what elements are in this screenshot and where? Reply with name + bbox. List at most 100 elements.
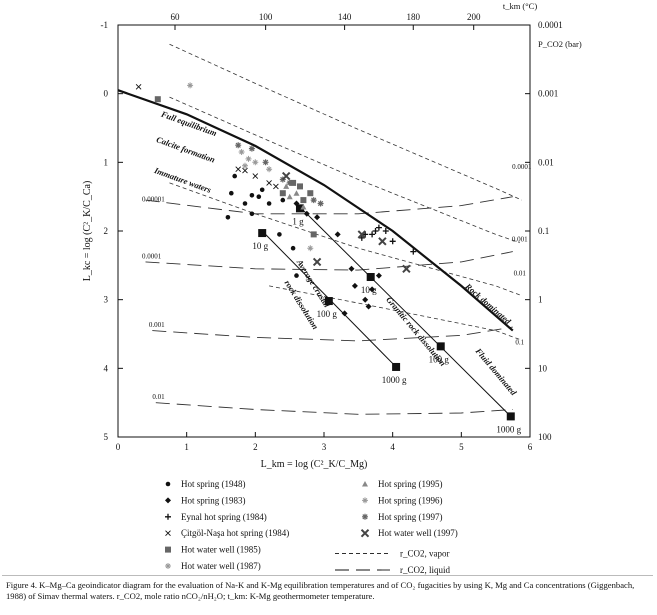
data-point-shape bbox=[365, 303, 372, 310]
data-point bbox=[229, 190, 234, 196]
legend-marker-shape bbox=[362, 513, 368, 520]
data-point bbox=[281, 171, 291, 181]
data-point-shape bbox=[256, 194, 262, 199]
legend-marker-shape bbox=[165, 546, 171, 553]
x-axis-title: L_km = log (C²_K/C_Mg) bbox=[261, 459, 368, 470]
data-point-shape bbox=[232, 173, 237, 179]
data-point bbox=[266, 180, 272, 186]
legend-marker-shape bbox=[165, 563, 171, 569]
vapor-line-label: 0.0001 bbox=[512, 163, 532, 171]
dissolution-marker-label: 1000 g bbox=[496, 424, 521, 434]
legend-marker bbox=[165, 497, 171, 504]
data-point bbox=[256, 194, 262, 199]
y-tick-label: 5 bbox=[104, 432, 109, 442]
data-point bbox=[242, 201, 248, 206]
data-point-shape bbox=[351, 282, 358, 289]
liquid-line-label: 0.01 bbox=[152, 393, 165, 401]
data-point-shape bbox=[249, 211, 255, 217]
data-point bbox=[334, 231, 341, 238]
data-point-shape bbox=[286, 179, 293, 186]
legend-marker bbox=[165, 563, 171, 569]
y-tick-label: 2 bbox=[104, 226, 109, 236]
y-tick-label: 3 bbox=[104, 295, 109, 305]
data-point bbox=[348, 265, 355, 272]
curve-label: Fluid dominated bbox=[473, 345, 519, 397]
right-tick-label: 10 bbox=[538, 363, 548, 373]
data-point-shape bbox=[248, 145, 255, 152]
dissolution-marker bbox=[324, 297, 333, 306]
data-point bbox=[135, 83, 142, 90]
dissolution-marker bbox=[436, 342, 445, 351]
liquid-line bbox=[145, 196, 513, 215]
data-point bbox=[410, 248, 417, 255]
curve-label: Rock dominated bbox=[463, 281, 514, 327]
data-point-shape bbox=[310, 231, 317, 238]
data-point bbox=[286, 179, 293, 186]
data-point bbox=[372, 228, 379, 234]
data-point-shape bbox=[280, 197, 286, 203]
data-point-shape bbox=[307, 190, 314, 197]
data-point bbox=[249, 193, 255, 198]
data-point-shape bbox=[293, 200, 300, 207]
dissolution-marker-label: 10 g bbox=[361, 285, 377, 295]
data-point-shape bbox=[314, 214, 321, 221]
data-point-shape bbox=[358, 234, 365, 241]
data-point-shape bbox=[225, 215, 231, 220]
data-point-shape bbox=[290, 179, 297, 186]
dissolution-marker bbox=[366, 273, 375, 282]
data-point-shape bbox=[235, 166, 242, 173]
data-point bbox=[293, 190, 300, 196]
legend-marker bbox=[362, 497, 368, 504]
data-point-shape bbox=[375, 224, 382, 231]
legend-label: Hot spring (1997) bbox=[378, 512, 443, 522]
y-tick-label: 1 bbox=[104, 157, 109, 167]
data-point bbox=[297, 183, 303, 190]
data-point-shape bbox=[229, 190, 234, 196]
data-point bbox=[252, 159, 259, 166]
data-point-shape bbox=[357, 230, 367, 239]
curve-label: Calcite formation bbox=[155, 134, 217, 165]
vapor-line-label: 0.01 bbox=[514, 270, 527, 278]
data-point bbox=[279, 190, 286, 197]
y-tick-label: 4 bbox=[104, 363, 109, 373]
right-tick-label: 0.0001 bbox=[538, 20, 563, 30]
dissolution-marker bbox=[506, 412, 515, 421]
vapor-line bbox=[169, 182, 520, 296]
data-point bbox=[242, 167, 248, 174]
legend-marker bbox=[360, 528, 370, 538]
data-point bbox=[293, 200, 300, 207]
data-point bbox=[362, 296, 369, 303]
liquid-line bbox=[145, 251, 513, 271]
data-point bbox=[310, 231, 317, 238]
data-point bbox=[351, 282, 358, 289]
data-point-shape bbox=[252, 173, 259, 179]
data-point bbox=[245, 155, 252, 162]
legend-marker-shape bbox=[165, 481, 171, 487]
data-point bbox=[300, 204, 307, 210]
curve-label: Immature waters bbox=[152, 165, 213, 195]
right-tick-label: 0.01 bbox=[538, 157, 554, 167]
caption-frame bbox=[2, 575, 653, 614]
data-point-shape bbox=[281, 171, 291, 181]
legend-marker-shape bbox=[362, 497, 368, 504]
data-point bbox=[307, 190, 314, 197]
liquid-line bbox=[152, 326, 513, 342]
data-point bbox=[303, 210, 310, 217]
data-point-shape bbox=[266, 166, 273, 173]
legend-marker bbox=[362, 481, 368, 487]
data-point bbox=[273, 183, 279, 190]
data-point-shape bbox=[277, 232, 282, 237]
data-point-shape bbox=[293, 190, 300, 196]
liquid-line-label: 0.00001 bbox=[142, 195, 165, 203]
data-point bbox=[283, 183, 290, 189]
legend-marker-shape bbox=[165, 530, 171, 537]
data-point-shape bbox=[266, 201, 272, 206]
data-point bbox=[312, 257, 322, 267]
right-tick-label: 100 bbox=[538, 432, 552, 442]
legend-marker bbox=[165, 530, 171, 537]
data-point-shape bbox=[273, 183, 279, 190]
data-point-shape bbox=[402, 264, 411, 274]
liquid-line-label: 0.001 bbox=[149, 321, 165, 329]
data-point-shape bbox=[290, 245, 296, 251]
